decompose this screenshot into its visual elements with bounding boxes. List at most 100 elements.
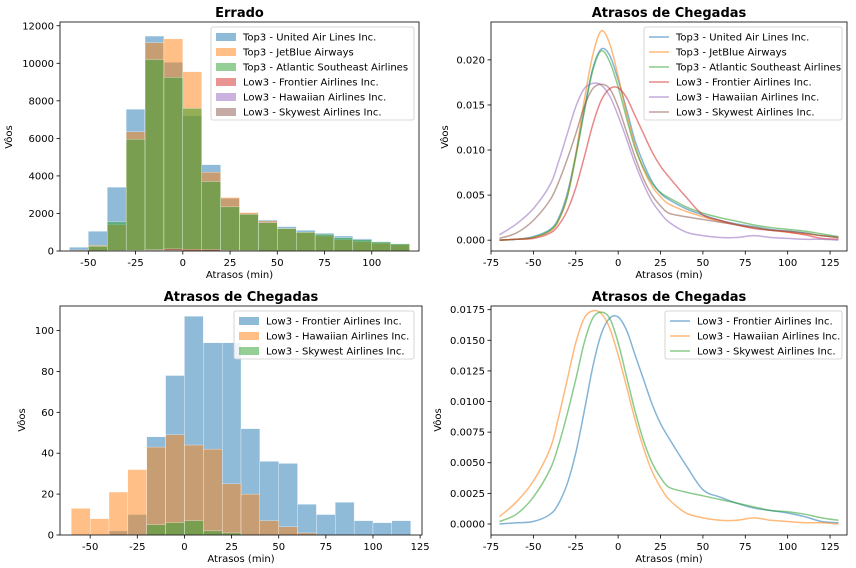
x-axis-label: Atrasos (min) — [635, 554, 702, 565]
bar — [278, 463, 298, 535]
legend-box — [664, 310, 843, 360]
bar — [163, 77, 183, 251]
chart-title: Atrasos de Chegadas — [592, 6, 747, 21]
x-tick-label: 50 — [697, 258, 710, 269]
bar — [277, 228, 297, 251]
y-tick-label: 0.020 — [456, 55, 485, 66]
bar — [90, 518, 110, 535]
legend: Low3 - Frontier Airlines Inc. Low3 - Hawa… — [664, 310, 843, 360]
legend-swatch — [216, 48, 236, 56]
x-tick-label: 25 — [654, 258, 667, 269]
x-tick-label: 50 — [271, 258, 284, 269]
bar — [107, 221, 127, 251]
legend-label: Top3 - United Air Lines Inc. — [242, 33, 376, 44]
bar — [220, 206, 240, 251]
x-tick-label: -50 — [80, 258, 96, 269]
y-tick-label: 60 — [41, 408, 54, 419]
y-tick-label: 0.015 — [456, 100, 485, 111]
legend-swatch — [239, 332, 259, 340]
plot-area — [69, 35, 410, 251]
x-tick-label: 75 — [739, 258, 752, 269]
bar — [201, 181, 221, 251]
bar — [314, 233, 335, 251]
bar — [182, 108, 202, 251]
x-tick-label: 125 — [411, 542, 430, 553]
axes-frame — [490, 21, 848, 252]
legend-swatch — [239, 317, 259, 325]
x-tick-label: 50 — [697, 542, 710, 553]
legend-swatch — [216, 63, 236, 71]
legend-label: Low3 - Skywest Airlines Inc. — [676, 108, 815, 119]
chart-2: -75 -50 -25 0 25 50 75 100 125 0.000 0.005 0.010 0.0… — [439, 6, 848, 281]
bar — [239, 214, 259, 251]
bar — [316, 514, 336, 535]
series-line-1 — [499, 47, 839, 241]
x-tick-label: 25 — [224, 258, 237, 269]
x-axis-label: Atrasos (min) — [207, 554, 274, 565]
bar — [352, 239, 372, 251]
y-tick-label: 0.000 — [456, 236, 485, 247]
bar — [108, 491, 129, 535]
y-axis-label: Vôos — [439, 125, 451, 149]
bar — [88, 246, 108, 251]
bar — [125, 139, 146, 251]
x-axis-label: Atrasos (min) — [635, 270, 702, 281]
legend-box — [210, 26, 415, 121]
legend-label: Low3 - Skywest Airlines Inc. — [697, 347, 836, 358]
legend-swatch — [216, 78, 236, 86]
legend-label: Low3 - Hawaiian Airlines Inc. — [697, 332, 840, 343]
y-tick-label: 6000 — [29, 134, 54, 145]
series-line-3 — [499, 311, 839, 523]
legend-swatch — [216, 108, 236, 116]
legend: Top3 - United Air Lines Inc. Top3 - JetBl… — [643, 26, 843, 121]
x-tick-label: 100 — [778, 542, 797, 553]
series-line-6 — [499, 83, 839, 240]
bar — [146, 446, 166, 535]
bar — [144, 59, 165, 251]
y-axis-label: Vôos — [3, 125, 15, 149]
y-axis-label: Vôos — [16, 408, 28, 432]
x-tick-label: 125 — [821, 258, 840, 269]
y-tick-label: 0.0150 — [450, 336, 485, 347]
bar — [353, 520, 374, 535]
series-3 — [146, 520, 242, 535]
legend-swatch — [239, 347, 259, 355]
series-line-5 — [499, 82, 839, 241]
legend-label: Low3 - Frontier Airlines Inc. — [266, 317, 402, 328]
bar — [203, 448, 223, 535]
bar — [297, 532, 317, 535]
x-tick-label: 75 — [319, 542, 332, 553]
axes-frame — [59, 305, 423, 536]
plot-area — [498, 309, 839, 525]
y-tick-label: 0 — [48, 531, 54, 542]
x-tick-label: 100 — [778, 258, 797, 269]
y-tick-label: 8000 — [29, 96, 54, 107]
x-tick-label: 0 — [615, 258, 621, 269]
x-tick-label: 125 — [821, 542, 840, 553]
bar — [390, 243, 410, 251]
legend-label: Top3 - JetBlue Airways — [675, 48, 787, 59]
y-tick-label: 100 — [35, 326, 54, 337]
chart-4: -75 -50 -25 0 25 50 75 100 125 0.0000 0.0025 0.0050… — [432, 290, 848, 565]
x-tick-label: 25 — [225, 542, 238, 553]
legend: Low3 - Frontier Airlines Inc. Low3 - Hawa… — [233, 310, 415, 360]
bar — [127, 469, 147, 535]
bar — [71, 508, 91, 535]
y-tick-label: 0.005 — [456, 191, 485, 202]
legend-box — [233, 310, 415, 360]
x-axis-label: Atrasos (min) — [206, 270, 273, 281]
x-tick-label: -75 — [483, 542, 499, 553]
bar — [165, 522, 185, 535]
legend-label: Low3 - Hawaiian Airlines Inc. — [243, 93, 386, 104]
y-tick-label: 0.0100 — [450, 397, 485, 408]
legend-label: Low3 - Skywest Airlines Inc. — [243, 108, 382, 119]
bar — [391, 520, 411, 535]
y-tick-label: 0.010 — [456, 146, 485, 157]
legend-box — [643, 26, 843, 121]
bar — [240, 493, 261, 535]
legend: Top3 - United Air Lines Inc. Top3 - JetBl… — [210, 26, 415, 121]
x-tick-label: -25 — [568, 258, 584, 269]
x-tick-label: 50 — [272, 542, 285, 553]
x-tick-label: 100 — [363, 542, 382, 553]
